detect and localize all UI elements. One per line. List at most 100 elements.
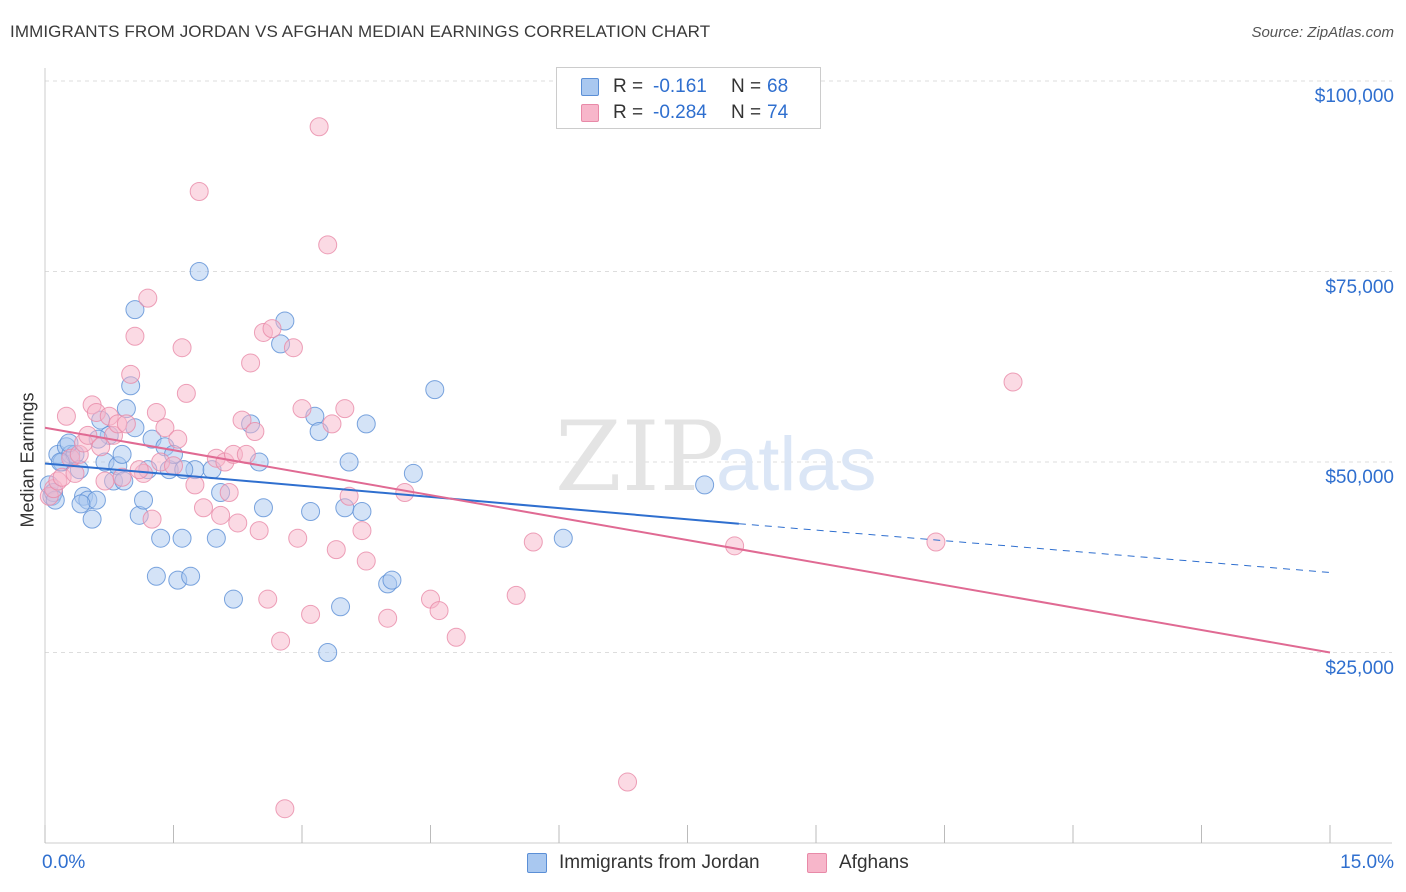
- jordan-point: [181, 566, 201, 586]
- legend-item-afghans[interactable]: Afghans: [807, 852, 909, 874]
- jordan-point: [172, 528, 192, 548]
- afghans-point: [164, 456, 183, 476]
- afghans-point: [446, 627, 466, 647]
- watermark: ZIP atlas: [555, 401, 877, 513]
- jordan-point: [189, 262, 209, 281]
- afghans-point: [429, 601, 449, 621]
- afghans-point: [523, 532, 543, 552]
- x-axis-min-label: 0.0%: [42, 852, 86, 873]
- afghans-point: [322, 414, 342, 434]
- afghans-point: [112, 467, 132, 487]
- afghans-point: [249, 521, 269, 541]
- stats-box: R = -0.161 N = 68 R = -0.284 N = 74: [556, 67, 821, 129]
- jordan-point: [352, 502, 372, 522]
- stats-n-label: N =: [731, 102, 762, 123]
- jordan-point: [382, 570, 402, 590]
- afghans-point: [65, 463, 85, 483]
- jordan-point: [425, 380, 445, 400]
- afghans-point: [91, 437, 111, 457]
- stats-r-label: R =: [613, 102, 644, 123]
- jordan-point: [553, 528, 573, 548]
- afghans-point: [258, 589, 278, 609]
- afghans-point: [245, 422, 265, 442]
- legend-swatch-afghans: [807, 853, 827, 873]
- afghans-point: [356, 551, 376, 571]
- afghans-point: [292, 399, 312, 419]
- jordan-point: [301, 502, 321, 522]
- afghans-point: [309, 117, 329, 137]
- afghans-point: [121, 364, 141, 384]
- afghans-point: [301, 604, 321, 624]
- x-axis-max-label: 15.0%: [1340, 852, 1394, 873]
- watermark-zip: ZIP: [555, 401, 724, 513]
- afghans-point: [618, 772, 638, 792]
- afghans-point: [211, 505, 231, 525]
- legend-label-jordan: Immigrants from Jordan: [559, 852, 760, 873]
- afghans-point: [926, 532, 946, 552]
- afghans-point: [232, 410, 252, 430]
- trendline-jordan: [44, 462, 739, 525]
- jordan-point: [146, 566, 166, 586]
- series-afghans-points: [39, 117, 1023, 819]
- jordan-point: [403, 463, 423, 483]
- jordan-point: [318, 643, 338, 662]
- y-tick-label: $75,000: [1325, 276, 1394, 298]
- legend-swatch-jordan: [527, 853, 547, 873]
- afghans-point: [335, 399, 355, 419]
- afghans-point: [262, 319, 282, 339]
- legend-item-jordan[interactable]: Immigrants from Jordan: [527, 852, 760, 874]
- y-tick-label: $25,000: [1325, 657, 1394, 679]
- y-tick-label: $50,000: [1325, 467, 1394, 488]
- stats-n-label: N =: [731, 76, 762, 97]
- afghans-point: [95, 471, 115, 491]
- afghans-point: [189, 181, 209, 201]
- afghans-point: [241, 353, 261, 373]
- afghans-point: [275, 799, 295, 819]
- afghans-point: [172, 338, 192, 358]
- jordan-point: [134, 490, 154, 510]
- y-tick-label: $100,000: [1314, 86, 1394, 107]
- afghans-point: [129, 460, 149, 480]
- stats-row-jordan: R = -0.161 N = 68: [581, 75, 788, 99]
- trendline-jordan-extension: [738, 523, 1331, 573]
- stats-n-value: 68: [767, 76, 789, 97]
- afghans-point: [1003, 372, 1023, 392]
- afghans-point: [339, 486, 359, 506]
- afghans-point: [125, 326, 145, 346]
- afghans-point: [185, 475, 205, 495]
- stats-swatch-afghans: [581, 104, 599, 122]
- afghans-point: [288, 528, 308, 548]
- jordan-point: [125, 300, 145, 320]
- afghans-point: [155, 418, 175, 438]
- source-label: Source: ZipAtlas.com: [1251, 24, 1394, 41]
- trendlines: [44, 426, 1331, 654]
- jordan-point: [206, 528, 226, 548]
- stats-r-label: R =: [613, 76, 644, 97]
- jordan-point: [356, 414, 376, 434]
- afghans-point: [176, 383, 196, 403]
- legend: Immigrants from Jordan Afghans: [0, 852, 1406, 878]
- afghans-point: [326, 540, 346, 560]
- afghans-point: [283, 338, 303, 358]
- afghans-point: [352, 521, 372, 541]
- afghans-point: [236, 444, 256, 464]
- stats-swatch-jordan: [581, 78, 599, 96]
- afghans-point: [56, 406, 76, 426]
- afghans-point: [142, 509, 162, 529]
- stats-r-value: -0.161: [653, 76, 707, 97]
- jordan-point: [112, 444, 132, 464]
- jordan-point: [695, 475, 715, 495]
- afghans-point: [168, 429, 188, 449]
- afghans-point: [378, 608, 398, 628]
- afghans-point: [138, 288, 158, 308]
- axes: [44, 68, 1392, 844]
- afghans-point: [318, 235, 338, 255]
- trendline-afghans: [44, 426, 1331, 654]
- jordan-point: [253, 498, 273, 518]
- legend-label-afghans: Afghans: [839, 852, 909, 873]
- jordan-point: [223, 589, 243, 609]
- jordan-point: [71, 494, 91, 514]
- afghans-point: [271, 631, 291, 651]
- jordan-point: [339, 452, 359, 472]
